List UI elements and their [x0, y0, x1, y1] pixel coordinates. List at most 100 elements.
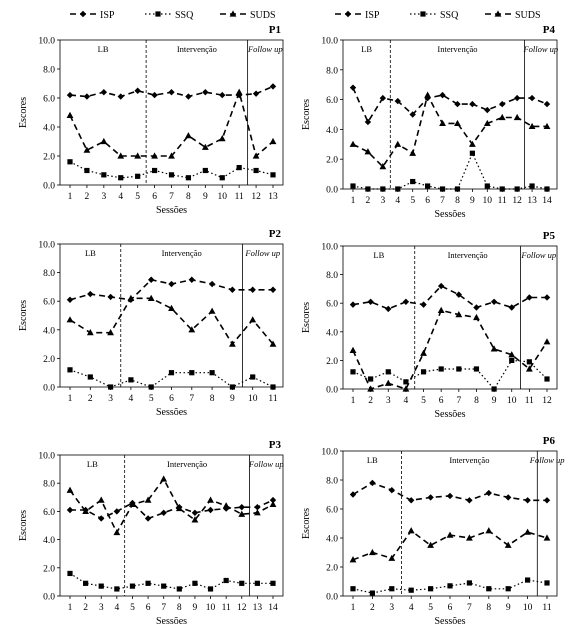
x-tick-label: 9: [492, 396, 497, 406]
data-point-ssq: [385, 369, 391, 375]
y-tick-label: 0.0: [43, 182, 55, 192]
data-point-isp: [402, 298, 410, 305]
data-point-suds: [439, 119, 446, 127]
data-point-suds: [473, 313, 480, 321]
series-ssq: [67, 159, 276, 181]
data-point-ssq: [544, 376, 550, 382]
y-tick-label: 6.0: [43, 298, 55, 308]
x-tick-label: 6: [448, 603, 453, 613]
x-tick-label: 11: [235, 192, 244, 202]
data-point-ssq: [525, 577, 531, 583]
x-tick-label: 14: [268, 603, 278, 613]
data-point-suds: [427, 541, 434, 548]
phase-label: Intervenção: [162, 248, 202, 258]
data-point-isp: [385, 305, 392, 313]
x-tick-label: 5: [135, 192, 140, 202]
y-tick-label: 4.0: [326, 126, 338, 136]
legend-label: SSQ: [175, 10, 194, 21]
series-line-ssq: [352, 579, 548, 594]
y-tick-label: 0.0: [43, 384, 55, 394]
data-point-ssq: [209, 370, 215, 376]
data-point-suds: [222, 502, 230, 509]
data-point-suds: [201, 143, 209, 150]
data-point-suds: [97, 496, 105, 503]
x-tick-label: 6: [152, 192, 157, 202]
x-tick-label: 13: [268, 192, 278, 202]
plot-frame: [59, 39, 284, 186]
legend-marker: [79, 10, 87, 18]
data-point-suds: [127, 294, 135, 301]
phase-label: Follow up: [248, 459, 284, 469]
chart-panels: 0.02.04.06.08.010.01 2 3 4 5 6 7 8 9 10 11 12 13Sess…: [18, 24, 565, 627]
data-point-isp: [66, 506, 74, 514]
data-point-ssq: [98, 583, 104, 589]
data-point-isp: [168, 280, 175, 288]
data-point-ssq: [254, 580, 260, 586]
data-point-ssq: [484, 183, 490, 189]
x-tick-label: 7: [456, 396, 461, 406]
x-tick-label: 3: [101, 192, 106, 202]
data-point-ssq: [420, 369, 427, 375]
panel-title: P6: [543, 435, 556, 447]
data-point-ssq: [148, 384, 154, 390]
data-point-suds: [369, 548, 376, 556]
data-point-ssq: [544, 186, 550, 192]
series-line-ssq: [352, 151, 548, 190]
data-point-ssq: [454, 186, 461, 192]
data-point-suds: [483, 119, 491, 127]
series-suds: [349, 306, 551, 392]
x-tick-label: 10: [248, 394, 258, 404]
x-tick-label: 4: [395, 196, 400, 206]
x-tick-label: 12: [542, 396, 552, 406]
y-tick-label: 10.0: [321, 243, 338, 253]
data-point-suds: [86, 329, 94, 336]
data-point-ssq: [425, 183, 431, 189]
x-tick-label: 9: [203, 192, 208, 202]
data-point-isp: [528, 94, 536, 102]
data-point-ssq: [236, 165, 242, 171]
data-point-ssq: [410, 178, 416, 185]
x-tick-label: 9: [193, 603, 198, 613]
data-point-suds: [117, 152, 125, 159]
panel-title: P3: [269, 439, 282, 451]
x-axis-title: Sessões: [434, 409, 465, 420]
y-tick-label: 2.0: [43, 355, 55, 365]
x-tick-label: 1: [351, 196, 356, 206]
data-point-ssq: [270, 580, 276, 586]
data-point-suds: [349, 140, 357, 147]
panel-title: P4: [543, 24, 556, 36]
data-point-isp: [524, 497, 531, 504]
x-tick-label: 10: [483, 196, 493, 206]
data-point-suds: [446, 531, 454, 538]
data-point-isp: [148, 276, 155, 283]
x-tick-label: 1: [351, 603, 356, 613]
data-point-isp: [505, 494, 512, 501]
y-tick-label: 8.0: [326, 66, 338, 76]
data-point-ssq: [469, 150, 475, 156]
data-point-isp: [349, 84, 357, 91]
data-point-isp: [117, 93, 124, 100]
series-ssq: [350, 577, 550, 596]
data-point-isp: [466, 497, 473, 504]
y-axis-title: Escores: [18, 300, 29, 331]
data-point-ssq: [229, 384, 235, 390]
phase-label: LB: [373, 250, 384, 260]
phase-label: Intervenção: [449, 455, 489, 465]
x-tick-label: 11: [268, 394, 277, 404]
data-point-ssq: [250, 374, 256, 380]
data-point-ssq: [118, 175, 124, 181]
data-point-isp: [144, 515, 152, 522]
data-point-isp: [364, 118, 372, 126]
data-point-suds: [238, 510, 246, 517]
legend-right: ISP SSQ SUDS: [335, 10, 541, 21]
x-tick-label: 7: [467, 603, 472, 613]
data-point-isp: [455, 291, 463, 298]
x-axis-title: Sessões: [156, 407, 187, 418]
data-point-isp: [513, 94, 521, 102]
data-point-isp: [113, 508, 121, 515]
x-tick-label: 5: [130, 603, 135, 613]
data-point-suds: [420, 349, 427, 356]
x-tick-label: 6: [425, 196, 430, 206]
data-point-suds: [66, 486, 74, 493]
data-point-suds: [113, 528, 121, 536]
